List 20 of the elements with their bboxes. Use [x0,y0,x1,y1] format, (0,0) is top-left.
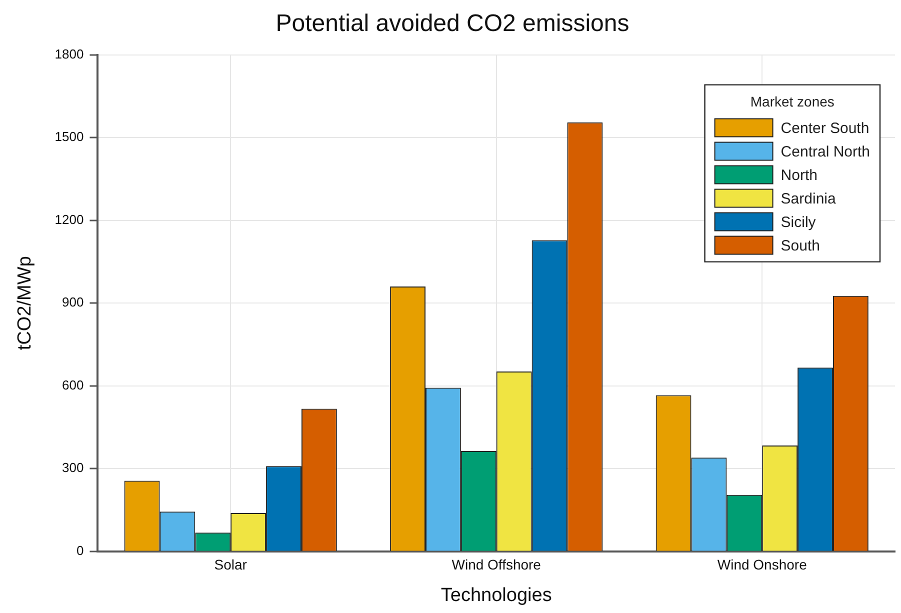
legend-label: Sardinia [780,190,836,208]
legend-title: Market zones [750,94,834,110]
y-tick-label: 1200 [54,212,84,227]
legend-label: Center South [780,120,870,137]
x-tick-label: Solar [214,556,248,573]
y-tick-label: 900 [62,294,84,310]
legend-label: South [780,237,820,254]
x-tick-label: Wind Offshore [452,556,542,573]
y-tick-label: 1800 [54,46,84,62]
legend-label: North [780,166,818,184]
legend-label: Central North [780,143,870,160]
x-axis-title: Technologies [440,584,552,606]
x-tick-label: Wind Onshore [717,556,808,573]
y-tick-label: 0 [76,542,84,558]
chart-title: Potential avoided CO2 emissions [276,10,630,38]
legend-label: Sicily [780,214,816,231]
y-axis-title: tCO2/MWp [14,256,36,350]
y-tick-label: 600 [62,377,84,392]
y-tick-label: 1500 [54,129,84,144]
y-tick-label: 300 [62,460,84,476]
